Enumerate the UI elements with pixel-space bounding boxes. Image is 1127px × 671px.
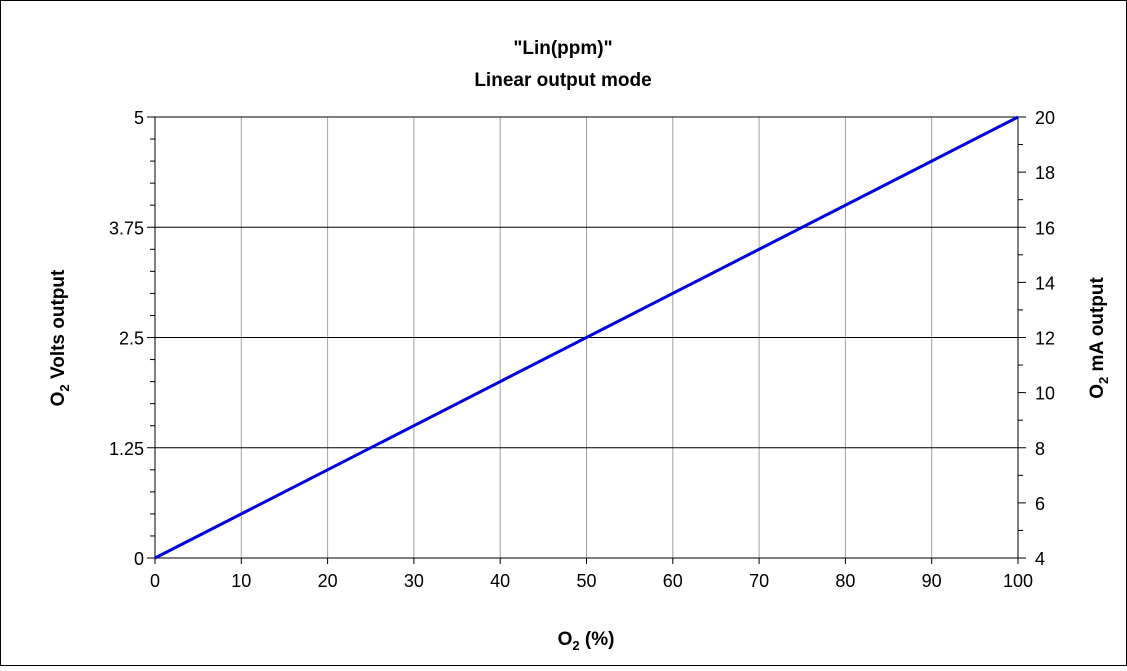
x-tick-label: 50 xyxy=(576,571,596,591)
x-axis-title: O2 (%) xyxy=(558,629,615,653)
y-tick-label: 3.75 xyxy=(109,218,144,238)
y2-tick-label: 18 xyxy=(1035,163,1055,183)
x-tick-label: 100 xyxy=(1003,571,1033,591)
series-line xyxy=(154,115,1019,560)
grid-lines xyxy=(155,116,1019,558)
y2-tick-label: 6 xyxy=(1035,494,1045,514)
x-tick-label: 80 xyxy=(835,571,855,591)
ticks: 0 10 20 30 40 50 60 70 80 90 100 0 1.25 2.5 3.75 5 4 6 8 10… xyxy=(109,108,1055,591)
series-layer xyxy=(154,115,1019,560)
y2-tick-label: 4 xyxy=(1035,549,1045,569)
y-tick-label: 5 xyxy=(134,108,144,128)
y2-tick-label: 16 xyxy=(1035,218,1055,238)
y-axis-title-right: O2 mA output xyxy=(1087,277,1111,399)
y2-tick-label: 12 xyxy=(1035,329,1055,349)
y2-tick-label: 14 xyxy=(1035,273,1055,293)
x-tick-label: 90 xyxy=(922,571,942,591)
y-axis-title-left: O2 Volts output xyxy=(48,269,72,406)
chart-title: "Lin(ppm)" xyxy=(513,38,612,59)
y2-tick-label: 10 xyxy=(1035,384,1055,404)
x-tick-label: 30 xyxy=(404,571,424,591)
x-tick-label: 40 xyxy=(490,571,510,591)
y2-tick-label: 8 xyxy=(1035,439,1045,459)
x-tick-label: 0 xyxy=(150,571,160,591)
y-tick-label: 1.25 xyxy=(109,439,144,459)
x-tick-label: 60 xyxy=(663,571,683,591)
x-tick-label: 20 xyxy=(318,571,338,591)
chart-subtitle: Linear output mode xyxy=(474,70,651,91)
x-tick-label: 70 xyxy=(749,571,769,591)
y-tick-label: 2.5 xyxy=(119,329,144,349)
y-tick-label: 0 xyxy=(134,549,144,569)
x-tick-label: 10 xyxy=(231,571,251,591)
y2-tick-label: 20 xyxy=(1035,108,1055,128)
